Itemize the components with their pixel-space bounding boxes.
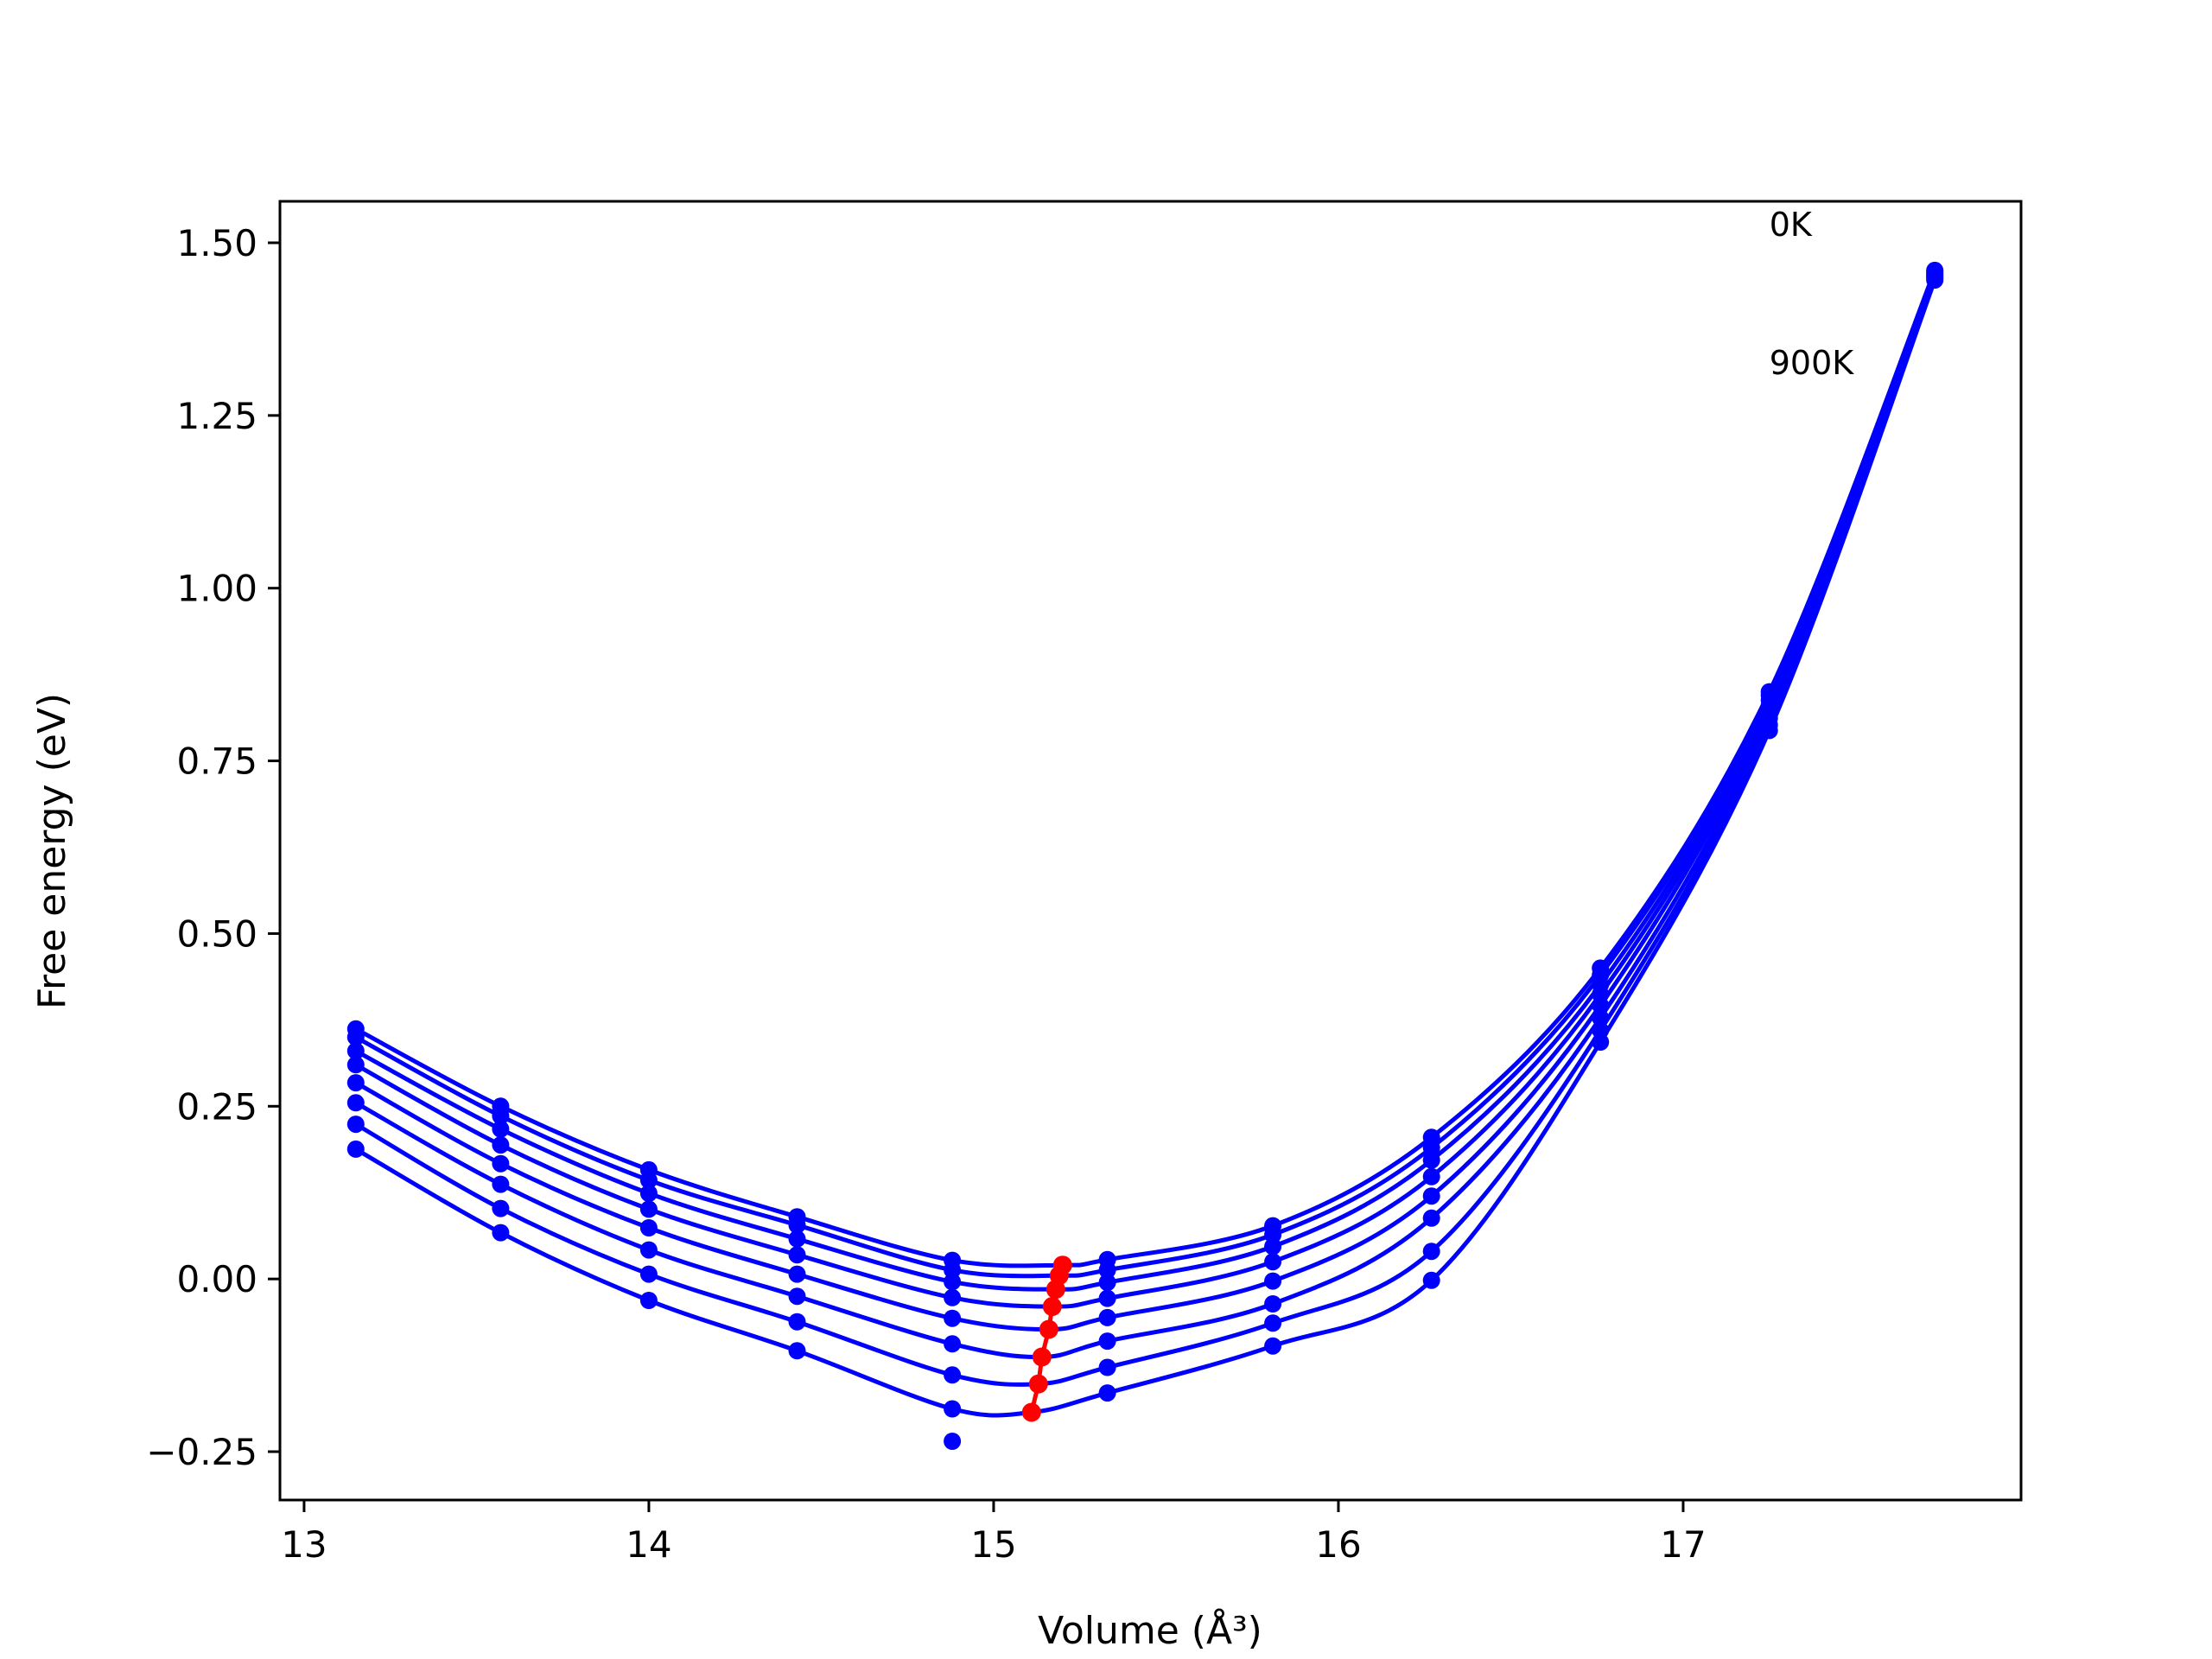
data-point [944,1433,962,1450]
data-point [1760,721,1778,740]
data-point [788,1216,806,1234]
data-point [1592,996,1610,1014]
data-point [492,1107,510,1125]
data-point [1592,1033,1610,1051]
data-points [346,261,1944,1450]
data-point [1264,1237,1282,1255]
data-point [1264,1272,1282,1290]
minimum-path [1021,1255,1072,1422]
data-point [1422,1167,1440,1185]
y-axis-label: Free energy (eV) [30,693,74,1009]
y-tick-label: 0.75 [176,741,257,783]
data-point [346,1042,365,1060]
x-tick-label: 15 [970,1523,1016,1566]
data-point [1098,1332,1116,1351]
y-tick-label: −0.25 [146,1431,257,1473]
data-point [1264,1295,1282,1313]
data-point [492,1224,510,1242]
data-point [346,1094,365,1112]
y-tick-label: 1.25 [176,395,257,437]
data-point [1422,1139,1440,1157]
minimum-point [1046,1280,1065,1300]
data-point [346,1028,365,1046]
data-point [788,1265,806,1283]
data-point [492,1120,510,1138]
annotation-label: 0K [1770,206,1813,244]
minimum-point [1032,1347,1052,1367]
data-point [1098,1358,1116,1376]
y-tick-label: 0.50 [176,912,257,955]
x-tick-label: 16 [1315,1523,1361,1566]
minimum-point [1021,1402,1041,1422]
data-point [788,1230,806,1248]
minimum-point [1039,1319,1058,1339]
data-point [346,1056,365,1074]
data-point [639,1241,658,1259]
data-point [639,1185,658,1202]
x-axis-label: Volume (Å³) [1038,1607,1262,1653]
data-point [492,1136,510,1154]
data-point [944,1309,962,1327]
data-point [1592,1009,1610,1027]
minimum-point [1042,1297,1062,1317]
data-point [1098,1384,1116,1402]
data-point [346,1140,365,1158]
minimum-point [1028,1374,1048,1394]
data-point [1098,1261,1116,1279]
data-point [944,1288,962,1306]
data-point [639,1265,658,1283]
data-point [1098,1274,1116,1292]
x-axis-ticks: 13 14 15 16 17 [281,1500,1707,1566]
x-tick-label: 13 [281,1523,327,1566]
data-point [1422,1209,1440,1227]
y-tick-label: 0.00 [176,1258,257,1300]
data-point [1098,1308,1116,1326]
x-tick-label: 17 [1660,1523,1706,1566]
data-point [1098,1289,1116,1307]
data-point [1264,1314,1282,1332]
data-point [1264,1337,1282,1355]
data-point [1422,1151,1440,1169]
data-point [788,1287,806,1306]
data-point [639,1292,658,1309]
data-point [639,1171,658,1189]
x-tick-label: 14 [626,1523,671,1566]
data-point [1264,1253,1282,1271]
data-point [944,1366,962,1384]
data-point [346,1116,365,1134]
data-point [492,1154,510,1173]
data-point [788,1246,806,1264]
data-point [788,1342,806,1360]
data-point [492,1175,510,1193]
data-point [1422,1271,1440,1289]
data-point [639,1219,658,1236]
y-axis-ticks: −0.25 0.00 0.25 0.50 0.75 1.00 1.25 1.50 [146,222,280,1473]
data-point [492,1199,510,1217]
data-point [1926,271,1944,289]
annotation-label: 900K [1770,344,1855,382]
data-point [944,1400,962,1418]
data-point [346,1074,365,1092]
data-point [1422,1187,1440,1205]
data-point [944,1273,962,1291]
plot-frame [278,200,2023,1502]
plot-background [280,201,2021,1500]
data-point [788,1313,806,1331]
y-tick-label: 0.25 [176,1085,257,1128]
data-point [944,1335,962,1353]
data-point [639,1200,658,1218]
y-tick-label: 1.00 [176,568,257,610]
annotations: 0K 900K [1770,206,1855,382]
data-point [1422,1243,1440,1261]
y-tick-label: 1.50 [176,222,257,264]
